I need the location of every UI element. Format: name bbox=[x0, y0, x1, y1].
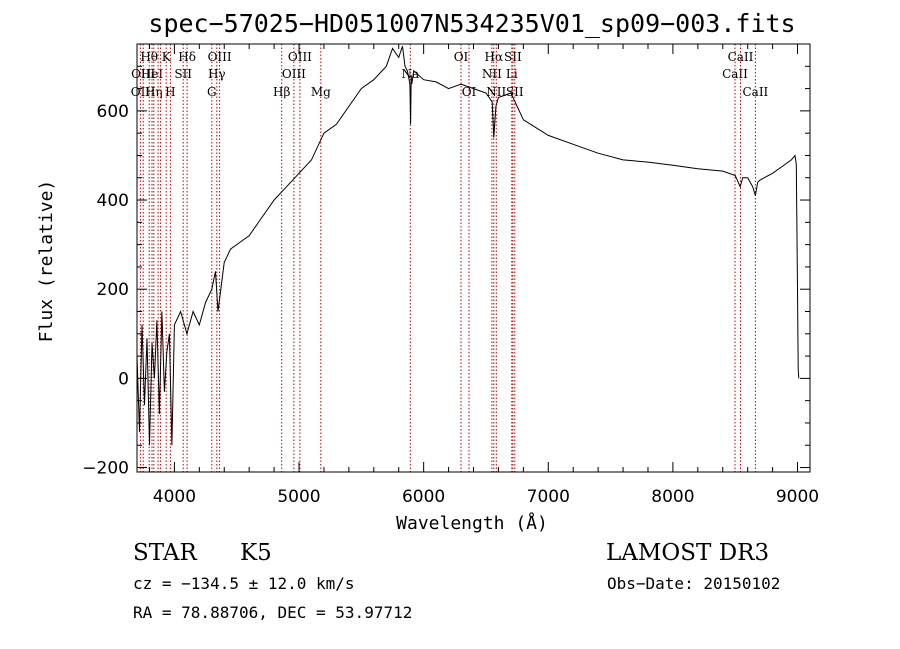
marker-label: CaII bbox=[742, 85, 768, 99]
object-subclass: K5 bbox=[240, 540, 272, 566]
y-tick-label: 200 bbox=[97, 280, 129, 300]
coordinates: RA = 78.88706, DEC = 53.97712 bbox=[133, 603, 412, 622]
marker-label: SII bbox=[504, 50, 522, 64]
y-tick-label: 0 bbox=[118, 369, 129, 389]
marker-label: G bbox=[207, 85, 217, 99]
marker-label: NII bbox=[482, 67, 502, 81]
chart-title: spec−57025−HD051007N534235V01_sp09−003.f… bbox=[148, 9, 795, 38]
marker-label: OIII bbox=[208, 50, 232, 64]
marker-label: OIII bbox=[282, 67, 306, 81]
axis-ticks: 4000 5000 6000 7000 8000 9000 −200 0 200 400 600 bbox=[82, 43, 819, 507]
marker-label: NII bbox=[486, 85, 506, 99]
x-axis-label: Wavelength (Å) bbox=[396, 512, 548, 534]
marker-label: Hδ bbox=[178, 50, 196, 64]
marker-label: CaII bbox=[722, 67, 748, 81]
survey-name: LAMOST DR3 bbox=[606, 540, 769, 566]
y-tick-label: 600 bbox=[97, 102, 129, 122]
x-tick-label: 9000 bbox=[776, 487, 819, 507]
spectrum-line bbox=[136, 46, 800, 446]
marker-label: Li bbox=[506, 67, 518, 81]
marker-label: Hα bbox=[485, 50, 504, 64]
observation-date: Obs−Date: 20150102 bbox=[607, 574, 780, 593]
y-axis-label: Flux (relative) bbox=[36, 180, 57, 343]
marker-label: Hβ bbox=[273, 85, 290, 99]
redshift-cz: cz = −134.5 ± 12.0 km/s bbox=[133, 574, 355, 593]
marker-label: Na bbox=[401, 67, 419, 81]
x-tick-label: 8000 bbox=[651, 487, 694, 507]
marker-label: OII bbox=[131, 85, 151, 99]
marker-label: Hθ bbox=[140, 50, 158, 64]
y-tick-label: 400 bbox=[97, 191, 129, 211]
marker-label: Hη bbox=[145, 85, 163, 99]
marker-label: OIII bbox=[288, 50, 312, 64]
object-type: STAR bbox=[133, 540, 197, 566]
marker-label: Hγ bbox=[208, 67, 226, 81]
x-tick-label: 5000 bbox=[277, 487, 320, 507]
x-tick-label: 4000 bbox=[153, 487, 196, 507]
marker-label: K bbox=[162, 50, 172, 64]
marker-label: CaII bbox=[728, 50, 754, 64]
y-tick-label: −200 bbox=[82, 459, 129, 479]
marker-label: HeI bbox=[141, 67, 164, 81]
x-tick-label: 6000 bbox=[402, 487, 445, 507]
line-markers: OIIOIIIHθHeIHηKHSIIHδGHγOIIIHβOIIIOIIIMg… bbox=[131, 44, 769, 472]
marker-label: Mg bbox=[311, 85, 331, 99]
marker-label: OI bbox=[454, 50, 469, 64]
marker-label: SII bbox=[506, 85, 524, 99]
plot-frame bbox=[136, 43, 811, 473]
marker-label: SII bbox=[174, 67, 192, 81]
x-tick-label: 7000 bbox=[527, 487, 570, 507]
marker-label: H bbox=[165, 85, 175, 99]
